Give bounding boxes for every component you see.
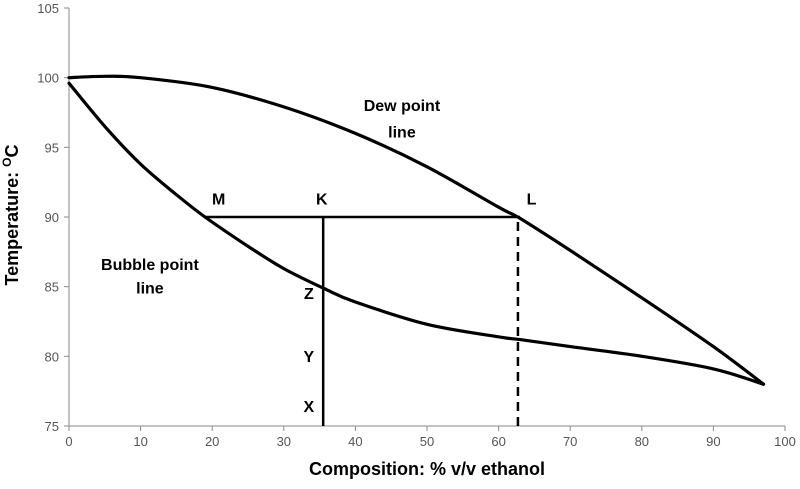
annotation-X: X (304, 399, 315, 416)
curves (67, 74, 766, 386)
y-tick-label: 105 (37, 1, 59, 16)
annotation-Z: Z (304, 286, 314, 303)
y-tick-label: 75 (45, 419, 59, 434)
x-tick-label: 90 (706, 434, 720, 449)
annotation-L: L (527, 191, 537, 208)
x-tick-label: 0 (65, 434, 72, 449)
y-axis-title-main: Temperature: (2, 167, 22, 286)
y-tick-label: 100 (37, 71, 59, 86)
x-tick-label: 100 (774, 434, 796, 449)
x-tick-label: 50 (420, 434, 434, 449)
y-axis-title-superscript: O (0, 157, 14, 166)
annotation-Y: Y (304, 349, 315, 366)
x-axis-title: Composition: % v/v ethanol (309, 459, 545, 479)
annotation-dew1: Dew point (364, 98, 441, 115)
annotation-K: K (316, 191, 328, 208)
axis-ticks: 0 10 20 30 40 50 60 70 80 90 100 75 80 85 90 95 100 105 (37, 1, 796, 449)
x-tick-label: 10 (133, 434, 147, 449)
y-tick-label: 90 (45, 210, 59, 225)
y-tick-label: 85 (45, 280, 59, 295)
y-tick-label: 80 (45, 349, 59, 364)
bubble-point-curve (67, 81, 766, 386)
annotations: M K L Z Y X Dew point line Bubble point line (101, 98, 537, 416)
y-tick-label: 95 (45, 140, 59, 155)
y-axis-title-unit: C (2, 144, 22, 157)
annotation-bub1: Bubble point (101, 257, 199, 274)
y-axis-title: Temperature: OC (0, 144, 22, 285)
x-tick-label: 20 (205, 434, 219, 449)
guide-lines (205, 215, 521, 426)
x-tick-label: 40 (348, 434, 362, 449)
annotation-dew2: line (388, 125, 416, 142)
annotation-M: M (212, 191, 225, 208)
x-tick-label: 30 (277, 434, 291, 449)
x-tick-label: 70 (563, 434, 577, 449)
x-tick-label: 60 (491, 434, 505, 449)
annotation-bub2: line (136, 281, 164, 298)
x-tick-label: 80 (635, 434, 649, 449)
dew-point-curve (67, 74, 766, 386)
